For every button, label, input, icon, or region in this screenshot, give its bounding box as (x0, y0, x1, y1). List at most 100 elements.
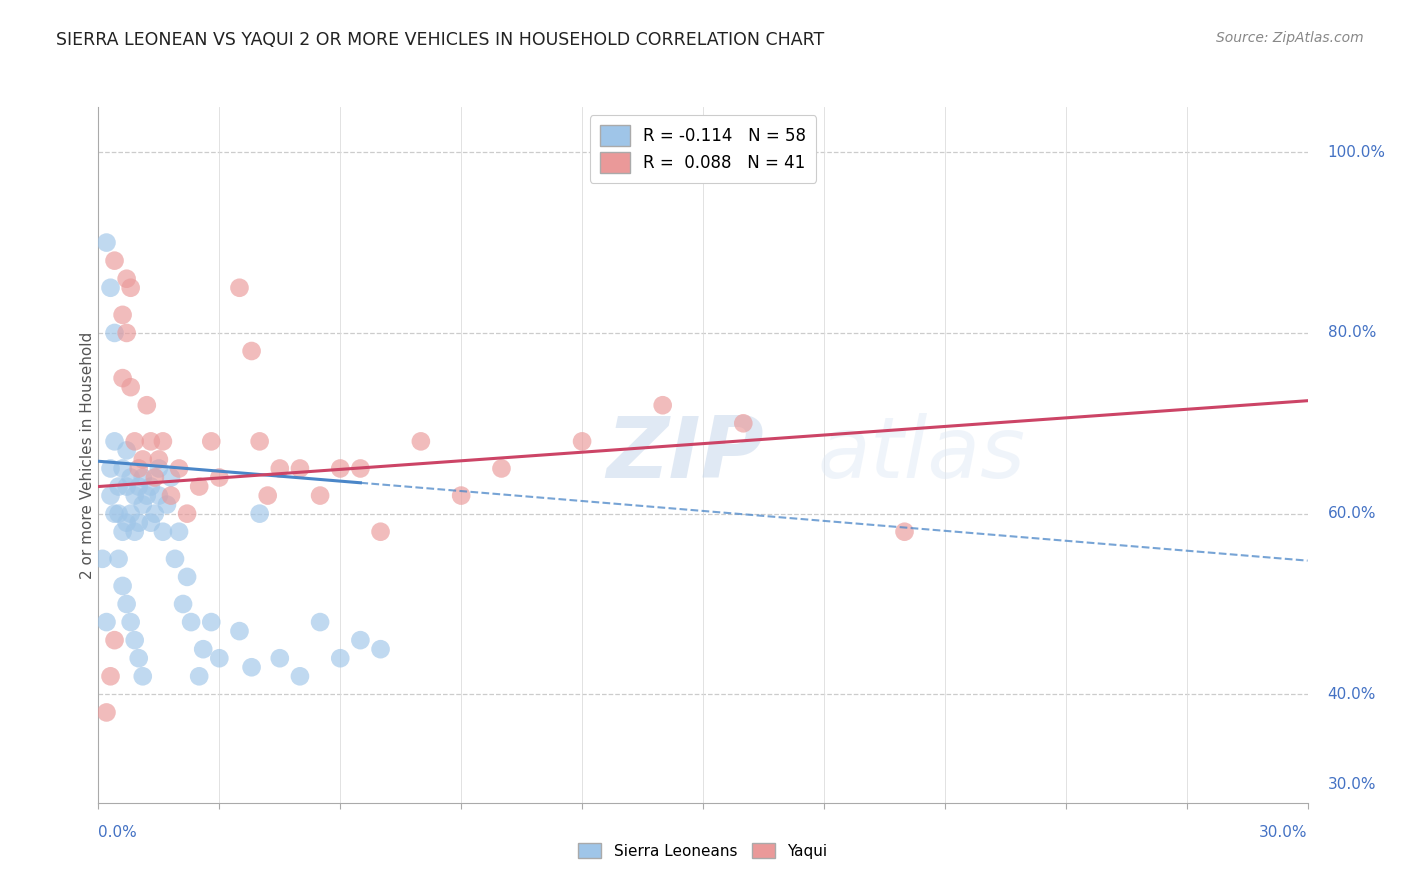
Point (132, 470, 155, 484)
Point (309, 489, 332, 503)
Point (115, 479, 138, 493)
Point (128, 651, 150, 665)
Point (167, 461, 190, 475)
Text: ZIP: ZIP (606, 413, 763, 497)
Point (409, 434, 432, 449)
Point (135, 489, 157, 503)
Point (111, 579, 134, 593)
Point (228, 624, 250, 639)
Legend: Sierra Leoneans, Yaqui: Sierra Leoneans, Yaqui (572, 837, 834, 864)
Point (349, 461, 371, 475)
Point (120, 507, 142, 521)
Point (115, 271, 138, 285)
Point (167, 524, 190, 539)
Point (188, 479, 211, 493)
Point (269, 651, 291, 665)
Point (176, 507, 198, 521)
Point (256, 489, 278, 503)
Text: 30.0%: 30.0% (1260, 825, 1308, 840)
Point (139, 479, 162, 493)
Point (893, 524, 915, 539)
Point (103, 633, 125, 648)
Point (200, 434, 222, 449)
Point (100, 461, 122, 475)
Point (124, 489, 146, 503)
Point (107, 479, 129, 493)
Point (115, 443, 138, 458)
Point (163, 551, 186, 566)
Point (120, 615, 142, 629)
Point (269, 461, 291, 475)
Point (349, 633, 371, 648)
Point (143, 507, 166, 521)
Point (228, 281, 250, 295)
Point (111, 308, 134, 322)
Text: 100.0%: 100.0% (1327, 145, 1386, 160)
Point (143, 470, 166, 484)
Point (132, 452, 155, 467)
Text: 30.0%: 30.0% (1327, 777, 1376, 792)
Point (370, 524, 392, 539)
Point (160, 470, 183, 484)
Text: SIERRA LEONEAN VS YAQUI 2 OR MORE VEHICLES IN HOUSEHOLD CORRELATION CHART: SIERRA LEONEAN VS YAQUI 2 OR MORE VEHICL… (56, 31, 824, 49)
Point (115, 597, 138, 611)
Point (156, 498, 179, 512)
Point (370, 642, 392, 657)
Point (329, 651, 352, 665)
Point (128, 479, 150, 493)
Point (491, 461, 513, 475)
Point (103, 434, 125, 449)
Point (103, 326, 125, 340)
Point (107, 507, 129, 521)
Text: 80.0%: 80.0% (1327, 326, 1376, 341)
Point (288, 461, 311, 475)
Point (100, 489, 122, 503)
Point (103, 253, 125, 268)
Point (172, 597, 194, 611)
Point (148, 461, 170, 475)
Point (139, 516, 162, 530)
Text: 60.0%: 60.0% (1327, 506, 1376, 521)
Point (208, 470, 231, 484)
Point (120, 380, 142, 394)
Point (240, 344, 263, 359)
Point (733, 417, 755, 431)
Point (120, 281, 142, 295)
Point (651, 398, 673, 412)
Point (124, 524, 146, 539)
Point (132, 498, 155, 512)
Point (132, 669, 155, 683)
Point (148, 452, 170, 467)
Y-axis label: 2 or more Vehicles in Household: 2 or more Vehicles in Household (80, 331, 94, 579)
Point (176, 570, 198, 584)
Point (152, 524, 174, 539)
Point (103, 507, 125, 521)
Point (124, 633, 146, 648)
Point (128, 516, 150, 530)
Point (249, 507, 271, 521)
Point (193, 642, 215, 657)
Point (152, 434, 174, 449)
Point (200, 615, 222, 629)
Point (240, 660, 263, 674)
Point (571, 434, 593, 449)
Point (111, 461, 134, 475)
Point (128, 461, 150, 475)
Text: 40.0%: 40.0% (1327, 687, 1376, 702)
Point (450, 489, 472, 503)
Point (100, 669, 122, 683)
Point (188, 669, 211, 683)
Point (135, 398, 157, 412)
Point (148, 489, 170, 503)
Point (208, 651, 231, 665)
Point (111, 371, 134, 385)
Point (180, 615, 202, 629)
Point (288, 669, 311, 683)
Point (91, 551, 114, 566)
Point (115, 516, 138, 530)
Point (309, 615, 332, 629)
Point (111, 524, 134, 539)
Point (100, 281, 122, 295)
Point (120, 470, 142, 484)
Point (329, 461, 352, 475)
